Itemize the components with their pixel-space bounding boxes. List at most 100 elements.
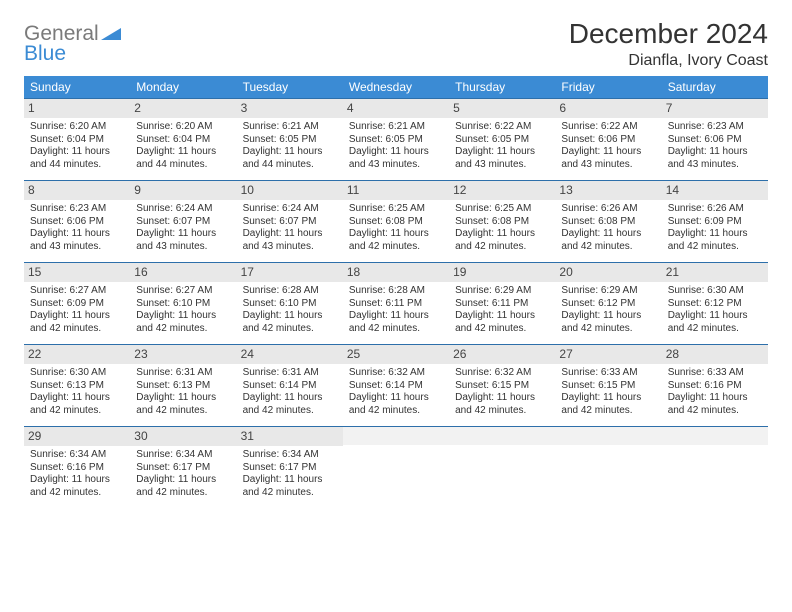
day-sunset: Sunset: 6:14 PM <box>349 380 443 393</box>
calendar-cell: 31Sunrise: 6:34 AMSunset: 6:17 PMDayligh… <box>237 427 343 509</box>
calendar-row: 8Sunrise: 6:23 AMSunset: 6:06 PMDaylight… <box>24 181 768 263</box>
day-number: 9 <box>130 181 236 200</box>
calendar-table: Sunday Monday Tuesday Wednesday Thursday… <box>24 76 768 509</box>
day-daylight: Daylight: 11 hours and 42 minutes. <box>136 310 230 335</box>
calendar-cell: 8Sunrise: 6:23 AMSunset: 6:06 PMDaylight… <box>24 181 130 263</box>
day-sunset: Sunset: 6:06 PM <box>561 134 655 147</box>
day-daylight: Daylight: 11 hours and 42 minutes. <box>243 474 337 499</box>
day-sunrise: Sunrise: 6:20 AM <box>30 121 124 134</box>
day-number-empty <box>343 427 449 445</box>
day-sunrise: Sunrise: 6:25 AM <box>349 203 443 216</box>
calendar-cell: 9Sunrise: 6:24 AMSunset: 6:07 PMDaylight… <box>130 181 236 263</box>
calendar-cell <box>555 427 661 509</box>
day-sunrise: Sunrise: 6:33 AM <box>668 367 762 380</box>
calendar-row: 22Sunrise: 6:30 AMSunset: 6:13 PMDayligh… <box>24 345 768 427</box>
day-number: 21 <box>662 263 768 282</box>
day-sunset: Sunset: 6:13 PM <box>30 380 124 393</box>
calendar-cell <box>662 427 768 509</box>
logo-triangle-icon <box>101 24 121 44</box>
day-sunrise: Sunrise: 6:32 AM <box>349 367 443 380</box>
day-sunrise: Sunrise: 6:34 AM <box>30 449 124 462</box>
calendar-cell: 13Sunrise: 6:26 AMSunset: 6:08 PMDayligh… <box>555 181 661 263</box>
calendar-cell: 30Sunrise: 6:34 AMSunset: 6:17 PMDayligh… <box>130 427 236 509</box>
calendar-row: 1Sunrise: 6:20 AMSunset: 6:04 PMDaylight… <box>24 99 768 181</box>
day-sunset: Sunset: 6:17 PM <box>243 462 337 475</box>
location: Dianfla, Ivory Coast <box>569 52 768 70</box>
day-daylight: Daylight: 11 hours and 42 minutes. <box>243 392 337 417</box>
day-number: 5 <box>449 99 555 118</box>
title-block: December 2024 Dianfla, Ivory Coast <box>569 18 768 70</box>
logo-word-2: Blue <box>24 42 66 65</box>
day-daylight: Daylight: 11 hours and 43 minutes. <box>349 146 443 171</box>
day-number: 2 <box>130 99 236 118</box>
day-sunrise: Sunrise: 6:32 AM <box>455 367 549 380</box>
day-daylight: Daylight: 11 hours and 42 minutes. <box>349 392 443 417</box>
day-sunset: Sunset: 6:11 PM <box>455 298 549 311</box>
weekday-thursday: Thursday <box>449 76 555 99</box>
calendar-cell: 27Sunrise: 6:33 AMSunset: 6:15 PMDayligh… <box>555 345 661 427</box>
day-sunset: Sunset: 6:10 PM <box>136 298 230 311</box>
day-number: 29 <box>24 427 130 446</box>
day-daylight: Daylight: 11 hours and 42 minutes. <box>668 228 762 253</box>
day-sunset: Sunset: 6:15 PM <box>561 380 655 393</box>
day-sunrise: Sunrise: 6:20 AM <box>136 121 230 134</box>
logo: General Blue <box>24 18 121 64</box>
calendar-cell: 16Sunrise: 6:27 AMSunset: 6:10 PMDayligh… <box>130 263 236 345</box>
day-daylight: Daylight: 11 hours and 42 minutes. <box>243 310 337 335</box>
day-sunset: Sunset: 6:08 PM <box>561 216 655 229</box>
day-number-empty <box>449 427 555 445</box>
day-sunrise: Sunrise: 6:26 AM <box>561 203 655 216</box>
day-number: 24 <box>237 345 343 364</box>
calendar-cell: 22Sunrise: 6:30 AMSunset: 6:13 PMDayligh… <box>24 345 130 427</box>
day-sunrise: Sunrise: 6:22 AM <box>455 121 549 134</box>
day-number: 17 <box>237 263 343 282</box>
day-daylight: Daylight: 11 hours and 43 minutes. <box>243 228 337 253</box>
day-sunset: Sunset: 6:12 PM <box>668 298 762 311</box>
calendar-cell: 3Sunrise: 6:21 AMSunset: 6:05 PMDaylight… <box>237 99 343 181</box>
calendar-page: General Blue December 2024 Dianfla, Ivor… <box>0 0 792 519</box>
day-sunrise: Sunrise: 6:22 AM <box>561 121 655 134</box>
calendar-cell <box>449 427 555 509</box>
day-daylight: Daylight: 11 hours and 43 minutes. <box>561 146 655 171</box>
day-sunset: Sunset: 6:17 PM <box>136 462 230 475</box>
day-number: 23 <box>130 345 236 364</box>
day-daylight: Daylight: 11 hours and 44 minutes. <box>30 146 124 171</box>
day-sunrise: Sunrise: 6:26 AM <box>668 203 762 216</box>
day-sunset: Sunset: 6:15 PM <box>455 380 549 393</box>
day-sunset: Sunset: 6:09 PM <box>668 216 762 229</box>
calendar-cell: 5Sunrise: 6:22 AMSunset: 6:05 PMDaylight… <box>449 99 555 181</box>
day-sunrise: Sunrise: 6:29 AM <box>561 285 655 298</box>
day-sunrise: Sunrise: 6:33 AM <box>561 367 655 380</box>
day-number: 30 <box>130 427 236 446</box>
calendar-cell: 28Sunrise: 6:33 AMSunset: 6:16 PMDayligh… <box>662 345 768 427</box>
day-number: 16 <box>130 263 236 282</box>
calendar-cell: 14Sunrise: 6:26 AMSunset: 6:09 PMDayligh… <box>662 181 768 263</box>
weekday-saturday: Saturday <box>662 76 768 99</box>
day-sunrise: Sunrise: 6:24 AM <box>136 203 230 216</box>
day-sunrise: Sunrise: 6:27 AM <box>30 285 124 298</box>
day-sunrise: Sunrise: 6:29 AM <box>455 285 549 298</box>
calendar-cell: 11Sunrise: 6:25 AMSunset: 6:08 PMDayligh… <box>343 181 449 263</box>
day-number: 28 <box>662 345 768 364</box>
calendar-cell: 17Sunrise: 6:28 AMSunset: 6:10 PMDayligh… <box>237 263 343 345</box>
day-daylight: Daylight: 11 hours and 42 minutes. <box>455 228 549 253</box>
day-number: 11 <box>343 181 449 200</box>
day-daylight: Daylight: 11 hours and 42 minutes. <box>30 474 124 499</box>
day-number: 18 <box>343 263 449 282</box>
day-sunset: Sunset: 6:05 PM <box>455 134 549 147</box>
day-daylight: Daylight: 11 hours and 42 minutes. <box>136 474 230 499</box>
calendar-cell: 2Sunrise: 6:20 AMSunset: 6:04 PMDaylight… <box>130 99 236 181</box>
day-number: 7 <box>662 99 768 118</box>
day-sunrise: Sunrise: 6:28 AM <box>349 285 443 298</box>
day-sunset: Sunset: 6:07 PM <box>136 216 230 229</box>
day-sunrise: Sunrise: 6:21 AM <box>349 121 443 134</box>
page-header: General Blue December 2024 Dianfla, Ivor… <box>24 18 768 70</box>
day-number: 25 <box>343 345 449 364</box>
day-number: 1 <box>24 99 130 118</box>
day-number: 3 <box>237 99 343 118</box>
calendar-cell: 25 Sunrise: 6:32 AMSunset: 6:14 PMDayligh… <box>343 345 449 427</box>
day-number: 26 <box>449 345 555 364</box>
weekday-monday: Monday <box>130 76 236 99</box>
day-daylight: Daylight: 11 hours and 42 minutes. <box>561 392 655 417</box>
day-sunset: Sunset: 6:13 PM <box>136 380 230 393</box>
